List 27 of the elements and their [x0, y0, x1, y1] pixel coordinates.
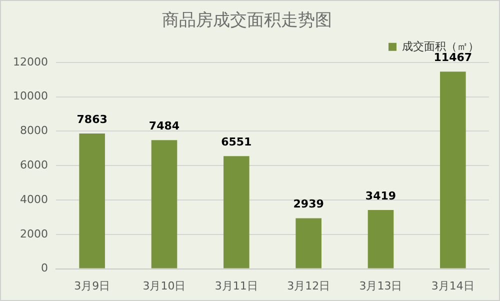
x-tick-label: 3月10日	[142, 279, 186, 292]
y-tick-label: 8000	[20, 124, 48, 138]
data-label: 7484	[148, 119, 180, 132]
x-tick-label: 3月13日	[359, 279, 402, 292]
x-tick-label: 3月9日	[74, 279, 110, 292]
data-label: 7863	[76, 112, 108, 126]
bar	[440, 72, 466, 268]
x-tick-label: 3月12日	[287, 279, 330, 292]
bar	[296, 218, 322, 268]
x-tick-label: 3月11日	[214, 279, 258, 292]
y-tick-label: 6000	[20, 158, 48, 172]
x-tick-label: 3月14日	[431, 279, 474, 292]
data-label: 3419	[365, 189, 396, 202]
bar	[368, 210, 394, 268]
bar	[224, 156, 250, 268]
legend-label: 成交面积（㎡）	[402, 40, 479, 53]
y-tick-label: 10000	[12, 90, 48, 103]
y-tick-label: 0	[40, 262, 48, 275]
data-label: 11467	[434, 50, 472, 64]
data-label: 6551	[221, 135, 252, 148]
bar	[79, 134, 105, 268]
chart-title: 商品房成交面积走势图	[162, 10, 332, 31]
y-tick-label: 12000	[12, 55, 48, 68]
bar	[151, 140, 178, 268]
y-tick-label: 4000	[20, 192, 48, 206]
data-label: 2939	[293, 198, 324, 211]
y-tick-label: 2000	[20, 227, 48, 240]
